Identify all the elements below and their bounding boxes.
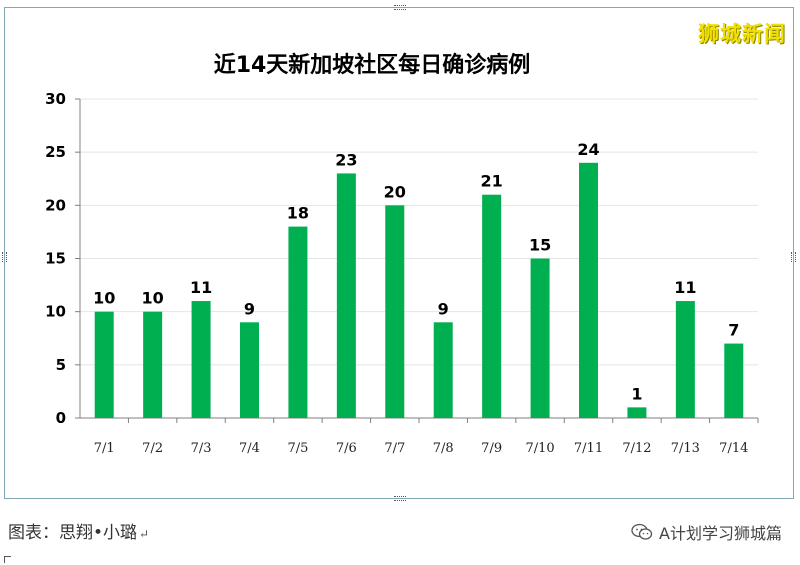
data-label: 15 xyxy=(529,236,551,255)
x-tick-label: 7/3 xyxy=(191,441,212,456)
y-tick-label: 0 xyxy=(56,409,66,427)
caption: 图表：思翔•小璐 ↵ xyxy=(8,518,149,543)
wechat-icon xyxy=(631,523,653,540)
data-label: 10 xyxy=(93,289,115,308)
bar xyxy=(579,162,598,418)
data-label: 7 xyxy=(728,321,739,340)
bar xyxy=(336,173,356,418)
data-label: 11 xyxy=(190,278,212,297)
bar xyxy=(288,226,308,418)
x-tick-label: 7/5 xyxy=(287,441,308,456)
bar xyxy=(143,311,163,418)
resize-handle-bottom[interactable] xyxy=(394,496,406,501)
x-tick-label: 7/7 xyxy=(384,441,405,456)
y-tick-label: 15 xyxy=(45,250,66,268)
brand-text: A计划学习狮城篇 xyxy=(659,524,782,543)
data-label: 9 xyxy=(244,299,255,318)
data-label: 20 xyxy=(384,182,406,201)
resize-handle-left[interactable] xyxy=(2,252,7,262)
data-label: 11 xyxy=(674,278,696,297)
bar xyxy=(530,258,550,418)
bar xyxy=(385,205,405,418)
data-label: 9 xyxy=(438,299,449,318)
x-tick-label: 7/11 xyxy=(574,441,603,456)
gridlines xyxy=(80,98,758,366)
x-tick-label: 7/14 xyxy=(719,441,748,456)
resize-handle-top[interactable] xyxy=(394,5,406,10)
data-label: 21 xyxy=(481,172,503,191)
bar xyxy=(94,311,114,418)
source-brand: A计划学习狮城篇 xyxy=(631,520,782,544)
bar xyxy=(433,322,453,418)
bar xyxy=(191,301,211,418)
data-label: 24 xyxy=(577,140,599,159)
x-tick-label: 7/10 xyxy=(525,441,554,456)
data-label: 23 xyxy=(335,150,357,169)
x-tick-labels: 7/1 7/2 7/3 7/4 7/5 7/6 7/7 7/8 7/9 7/10 7/11 7/12 7… xyxy=(94,441,749,456)
x-tick-label: 7/2 xyxy=(142,441,163,456)
x-tick-label: 7/6 xyxy=(336,441,357,456)
caption-text: 图表：思翔•小璐 xyxy=(8,523,138,543)
text-cursor-mark xyxy=(4,556,11,563)
y-tick-label: 5 xyxy=(56,356,66,374)
y-tick-labels: 0 5 10 15 20 25 30 xyxy=(45,90,66,427)
chart-title: 近14天新加坡社区每日确诊病例 xyxy=(214,52,531,78)
y-tick-label: 25 xyxy=(45,143,66,161)
bar xyxy=(724,343,744,418)
y-tick-label: 10 xyxy=(45,303,66,321)
axes xyxy=(75,98,759,423)
watermark-logo: 狮城新闻 xyxy=(698,22,786,46)
y-tick-label: 30 xyxy=(45,90,66,108)
x-tick-label: 7/13 xyxy=(671,441,700,456)
bar xyxy=(482,194,502,418)
paragraph-mark: ↵ xyxy=(139,527,150,541)
bar xyxy=(675,301,695,418)
x-tick-label: 7/8 xyxy=(433,441,454,456)
x-tick-label: 7/12 xyxy=(622,441,651,456)
bar xyxy=(240,322,259,418)
data-label: 18 xyxy=(287,204,309,223)
x-tick-label: 7/9 xyxy=(481,441,502,456)
x-tick-label: 7/4 xyxy=(239,441,260,456)
y-tick-label: 20 xyxy=(45,196,66,214)
bars xyxy=(94,162,744,418)
bar xyxy=(627,407,647,418)
x-tick-label: 7/1 xyxy=(94,441,115,456)
data-label: 10 xyxy=(142,289,164,308)
data-label: 1 xyxy=(631,384,642,403)
bar-chart: 近14天新加坡社区每日确诊病例 0 5 10 15 20 25 30 10 10 11 9 18 23… xyxy=(45,52,759,456)
resize-handle-right[interactable] xyxy=(791,252,796,262)
